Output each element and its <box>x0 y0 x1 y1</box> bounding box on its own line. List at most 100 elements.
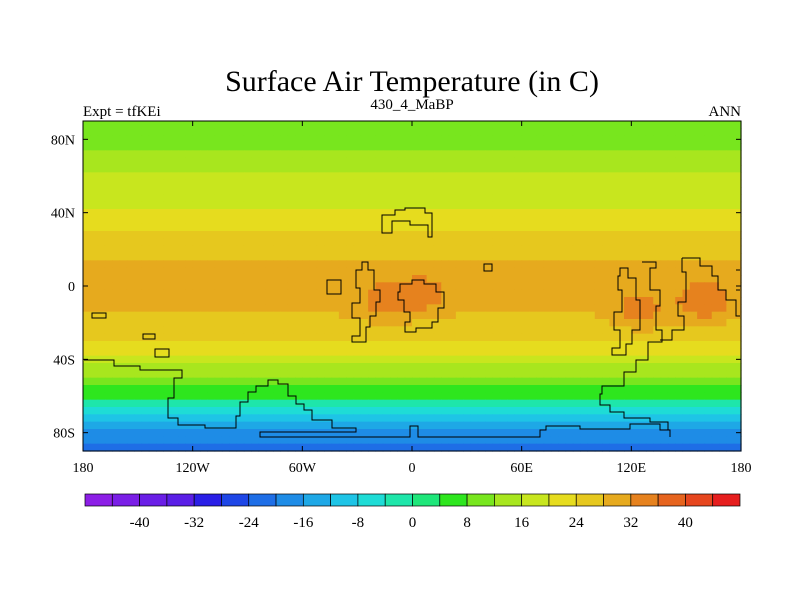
field-cell <box>236 165 245 173</box>
field-cell <box>258 385 267 393</box>
field-cell <box>199 209 208 217</box>
field-cell <box>594 209 603 217</box>
field-cell <box>302 165 311 173</box>
field-cell <box>492 311 501 320</box>
field-cell <box>90 377 99 386</box>
field-cell <box>528 363 537 371</box>
field-cell <box>441 407 450 415</box>
field-cell <box>199 385 208 393</box>
field-cell <box>594 392 603 401</box>
field-cell <box>368 143 377 151</box>
field-cell <box>280 187 289 195</box>
field-cell <box>280 407 289 415</box>
field-cell <box>689 392 698 401</box>
field-cell <box>404 326 413 335</box>
field-cell <box>653 172 662 181</box>
field-cell <box>660 355 669 364</box>
field-cell <box>309 443 318 452</box>
field-cell <box>587 429 596 437</box>
field-cell <box>368 157 377 166</box>
field-cell <box>609 165 618 173</box>
field-cell <box>682 179 691 188</box>
field-cell <box>280 363 289 371</box>
field-cell <box>412 304 420 313</box>
field-cell <box>397 216 406 225</box>
field-cell <box>624 216 632 225</box>
field-cell <box>353 436 362 445</box>
field-cell <box>550 407 559 415</box>
field-cell <box>726 209 735 217</box>
field-cell <box>346 297 355 305</box>
field-cell <box>492 267 501 276</box>
field-cell <box>528 392 537 401</box>
field-cell <box>645 223 654 232</box>
field-cell <box>733 275 742 283</box>
field-cell <box>704 267 713 276</box>
field-cell <box>645 260 654 269</box>
field-cell <box>295 289 303 298</box>
field-cell <box>602 333 610 342</box>
field-cell <box>543 414 552 423</box>
field-cell <box>221 407 230 415</box>
field-cell <box>97 135 106 144</box>
field-cell <box>214 253 223 261</box>
field-cell <box>221 135 230 144</box>
field-cell <box>126 253 135 261</box>
field-cell <box>83 436 91 445</box>
field-cell <box>178 319 186 327</box>
field-cell <box>265 436 274 445</box>
colorbar-label: 24 <box>569 515 585 531</box>
y-tick-label: 0 <box>68 280 75 295</box>
field-cell <box>463 399 472 408</box>
field-cell <box>426 150 435 159</box>
field-cell <box>609 135 618 144</box>
field-cell <box>543 377 552 386</box>
field-cell <box>572 392 581 401</box>
field-cell <box>602 172 610 181</box>
field-cell <box>207 245 216 254</box>
field-cell <box>346 201 355 210</box>
field-cell <box>492 407 501 415</box>
field-cell <box>397 201 406 210</box>
field-cell <box>170 157 179 166</box>
field-cell <box>704 194 713 203</box>
field-cell <box>477 209 486 217</box>
field-cell <box>199 370 208 379</box>
field-cell <box>667 253 676 261</box>
field-cell <box>602 238 610 247</box>
field-cell <box>83 377 91 386</box>
field-cell <box>426 216 435 225</box>
field-cell <box>660 289 669 298</box>
field-cell <box>338 245 347 254</box>
field-cell <box>390 370 398 379</box>
field-cell <box>192 245 201 254</box>
field-cell <box>258 370 267 379</box>
field-cell <box>126 150 135 159</box>
field-cell <box>192 297 201 305</box>
field-cell <box>397 297 406 305</box>
field-cell <box>653 377 662 386</box>
field-cell <box>273 275 281 283</box>
field-cell <box>229 436 238 445</box>
field-cell <box>126 304 135 313</box>
field-cell <box>134 165 143 173</box>
field-cell <box>587 209 596 217</box>
field-cell <box>331 341 340 349</box>
field-cell <box>178 201 186 210</box>
field-cell <box>558 355 567 364</box>
field-cell <box>126 333 135 342</box>
field-cell <box>273 128 281 137</box>
field-cell <box>624 399 632 408</box>
field-cell <box>624 260 632 269</box>
field-cell <box>441 304 450 313</box>
field-cell <box>112 297 121 305</box>
field-cell <box>368 355 377 364</box>
field-cell <box>711 414 720 423</box>
field-cell <box>711 297 720 305</box>
field-cell <box>185 165 194 173</box>
field-cell <box>565 143 574 151</box>
field-cell <box>258 201 267 210</box>
field-cell <box>667 311 676 320</box>
field-cell <box>258 135 267 144</box>
field-cell <box>236 201 245 210</box>
